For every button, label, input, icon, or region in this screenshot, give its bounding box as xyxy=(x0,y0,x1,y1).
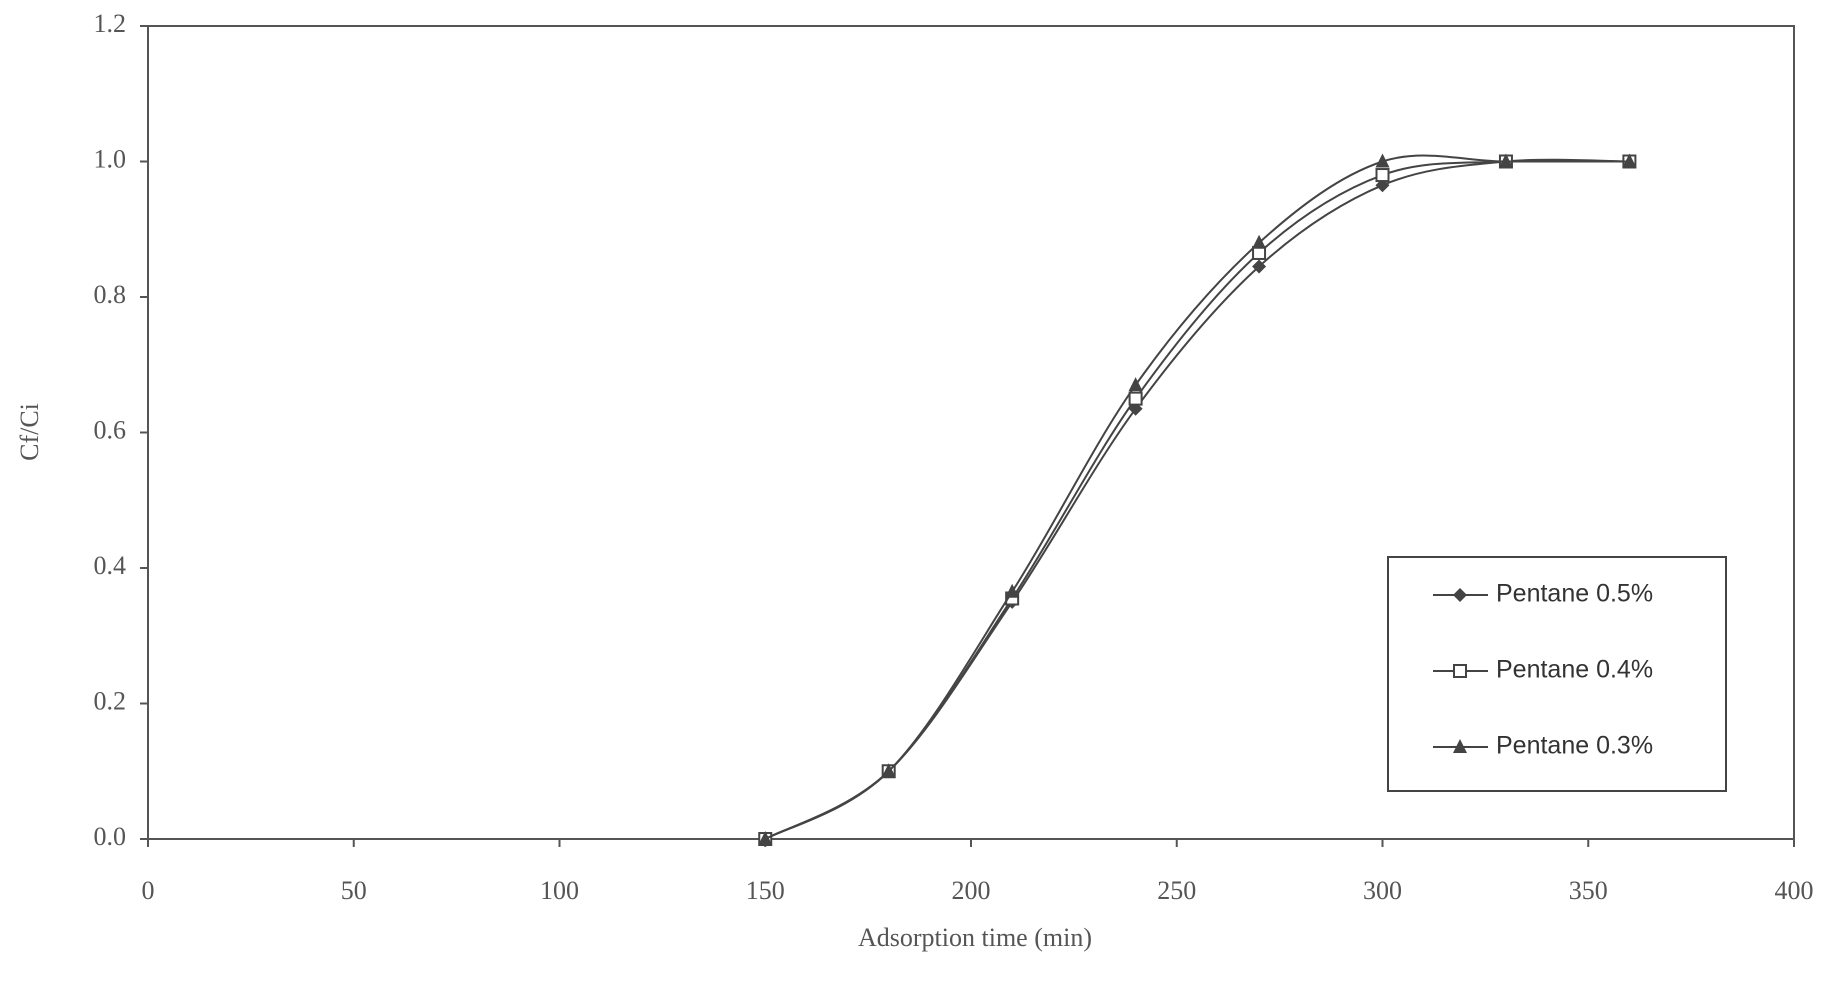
x-tick-label: 250 xyxy=(1157,876,1196,905)
legend-marker xyxy=(1454,665,1466,677)
x-tick-label: 400 xyxy=(1775,876,1814,905)
data-point xyxy=(1130,393,1142,405)
x-tick-label: 200 xyxy=(952,876,991,905)
y-tick-label: 1.0 xyxy=(94,144,127,173)
y-tick-label: 1.2 xyxy=(94,9,127,38)
x-tick-label: 100 xyxy=(540,876,579,905)
legend-label: Pentane 0.5% xyxy=(1496,580,1653,608)
data-point xyxy=(1252,235,1266,249)
y-tick-label: 0.0 xyxy=(94,822,127,851)
x-tick-label: 350 xyxy=(1569,876,1608,905)
x-tick-label: 300 xyxy=(1363,876,1402,905)
legend-label: Pentane 0.4% xyxy=(1496,656,1653,684)
x-tick-label: 150 xyxy=(746,876,785,905)
x-tick-label: 0 xyxy=(142,876,155,905)
legend-label: Pentane 0.3% xyxy=(1496,732,1653,760)
y-tick-label: 0.4 xyxy=(94,551,127,580)
y-axis-label: Cf/Ci xyxy=(15,403,44,461)
x-tick-label: 50 xyxy=(341,876,367,905)
x-axis-label: Adsorption time (min) xyxy=(858,923,1092,952)
y-tick-label: 0.6 xyxy=(94,415,127,444)
data-point xyxy=(1377,169,1389,181)
y-tick-label: 0.8 xyxy=(94,280,127,309)
chart: Adsorption time (min) Cf/Ci 0.0 0.2 0.4 0.6… xyxy=(0,0,1831,985)
y-tick-label: 0.2 xyxy=(94,686,127,715)
